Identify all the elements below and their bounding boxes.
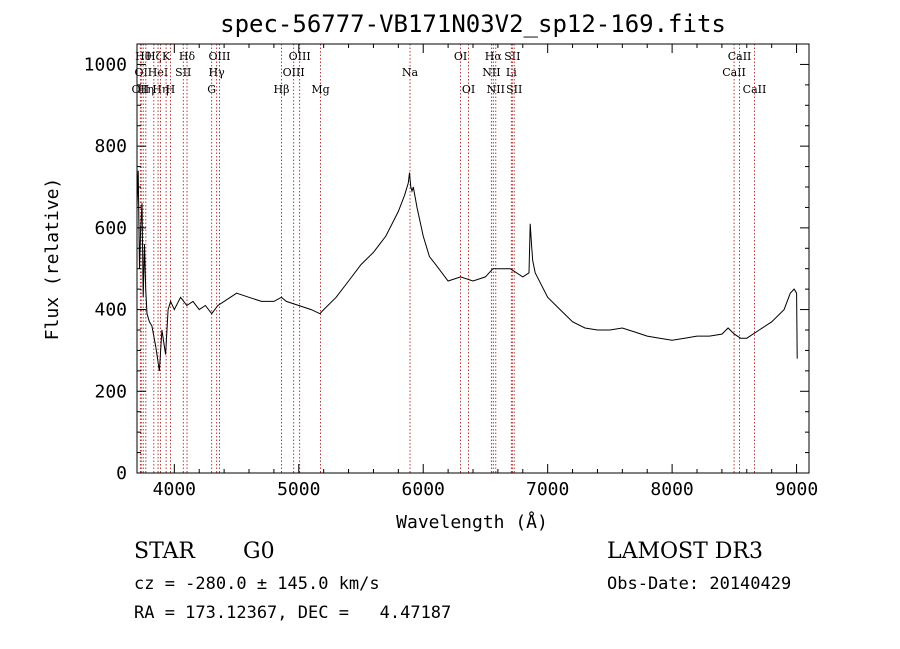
object-class: STAR (134, 539, 195, 564)
line-marker-label: Mg (311, 83, 329, 96)
y-tick-label: 400 (94, 300, 127, 321)
line-marker-label: OI (454, 50, 467, 63)
line-marker-label: H (166, 83, 176, 96)
y-tick-label: 600 (94, 218, 127, 239)
x-tick-label: 4000 (153, 479, 196, 500)
x-tick-label: 8000 (650, 479, 693, 500)
line-marker-label: OIII (289, 50, 311, 63)
line-marker-label: CaII (743, 83, 767, 96)
line-marker-label: Hβ (274, 83, 290, 96)
line-marker-label: G (207, 83, 216, 96)
x-tick-label: 5000 (277, 479, 320, 500)
line-marker-label: OIII (208, 50, 230, 63)
line-marker-label: SII (175, 66, 191, 79)
plot-frame (136, 43, 810, 474)
line-marker-label: OIII (283, 66, 305, 79)
y-tick-label: 0 (116, 463, 127, 484)
line-marker-label: CaII (722, 66, 746, 79)
y-tick-label: 800 (94, 136, 127, 157)
spectrum-line (136, 170, 798, 371)
line-marker-label: Hζ (146, 50, 162, 63)
line-marker-label: K (162, 50, 171, 63)
line-marker-label: OI (135, 66, 148, 79)
x-tick-label: 9000 (775, 479, 818, 500)
line-markers: OII OI Hθ Hη Hζ HeI Hη K H SII Hδ G Hγ OIII Hβ OIII OIII… (132, 44, 767, 473)
redshift-cz: cz = -280.0 ± 145.0 km/s (134, 574, 380, 594)
line-marker-label: Hη (152, 83, 168, 96)
line-marker-label: SII (504, 50, 520, 63)
line-marker-label: SII (506, 83, 522, 96)
observation-date: Obs-Date: 20140429 (607, 574, 792, 594)
y-tick-label: 1000 (84, 54, 127, 75)
x-axis-label: Wavelength (Å) (396, 511, 548, 533)
line-marker-label: NII (482, 66, 500, 79)
line-marker-label: Hγ (209, 66, 226, 79)
survey-name: LAMOST DR3 (607, 539, 763, 564)
chart-title: spec-56777-VB171N03V2_sp12-169.fits (220, 10, 726, 38)
x-tick-label: 6000 (402, 479, 445, 500)
line-marker-label: NII (487, 83, 505, 96)
line-marker-label: Hδ (179, 50, 196, 63)
object-subclass: G0 (243, 539, 275, 564)
line-marker-label: Li (506, 66, 517, 79)
line-marker-label: HeI (148, 66, 168, 79)
line-marker-label: Hα (485, 50, 503, 63)
line-marker-label: OI (462, 83, 475, 96)
line-marker-label: CaII (728, 50, 752, 63)
x-tick-label: 7000 (526, 479, 569, 500)
line-marker-label: OII (132, 83, 150, 96)
line-marker-label: Hθ (135, 50, 152, 63)
line-marker-label: Hη (138, 83, 154, 96)
line-marker-label: Na (402, 66, 419, 79)
axis-ticks: 4000 5000 6000 7000 8000 9000 0 200 400 600 800 100… (84, 43, 818, 500)
ra-dec: RA = 173.12367, DEC = 4.47187 (134, 603, 452, 623)
y-axis-label: Flux (relative) (42, 178, 63, 341)
y-tick-label: 200 (94, 381, 127, 402)
